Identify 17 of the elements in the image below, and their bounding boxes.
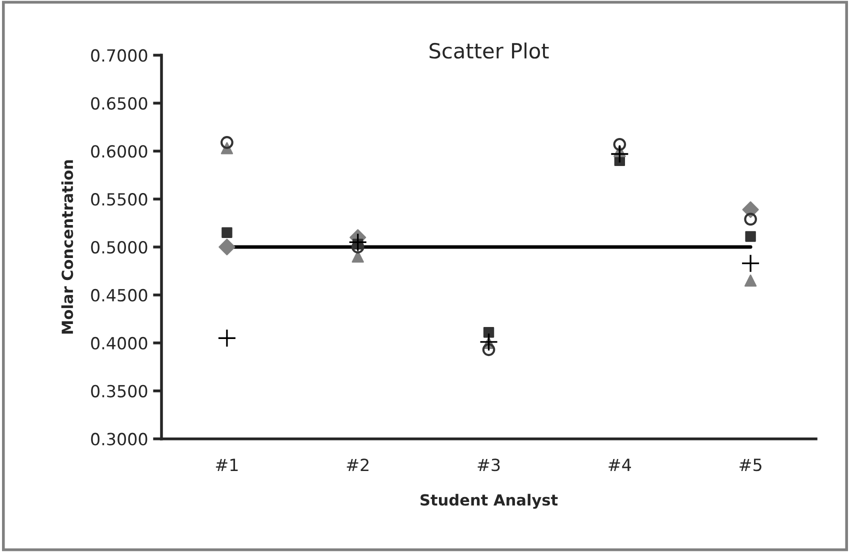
- y-tick-label: 0.4000: [91, 336, 148, 350]
- x-axis-title: Student Analyst: [420, 494, 558, 509]
- x-tick-label: #2: [346, 458, 368, 471]
- x-tick-label: #3: [478, 458, 500, 472]
- y-tick-label: 0.7000: [91, 49, 148, 62]
- x-tick-label: #1: [216, 458, 238, 471]
- y-tick-label: 0.6000: [91, 145, 148, 158]
- x-tick-label: #4: [608, 458, 631, 471]
- y-tick-label: 0.3000: [91, 432, 148, 446]
- y-tick-label: 0.5500: [91, 193, 148, 206]
- chart-title: Scatter Plot: [430, 42, 549, 59]
- y-axis-title: Molar Concentration: [61, 160, 74, 334]
- y-tick-label: 0.4500: [91, 288, 148, 302]
- y-tick-label: 0.6500: [91, 97, 148, 110]
- x-tick-label: #5: [740, 458, 762, 472]
- y-tick-label: 0.5000: [91, 240, 148, 254]
- y-tick-label: 0.3500: [91, 384, 148, 398]
